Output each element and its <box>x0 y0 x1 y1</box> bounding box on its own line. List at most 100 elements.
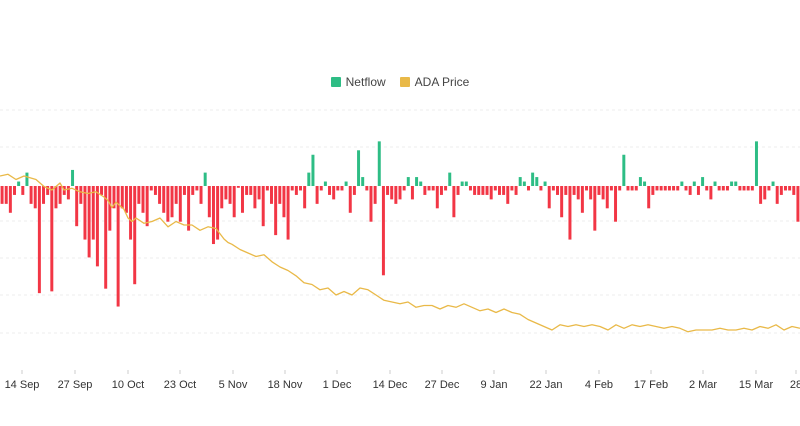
netflow-bar <box>323 181 327 186</box>
netflow-bar <box>497 186 501 195</box>
netflow-bar <box>357 150 361 186</box>
netflow-bar <box>91 186 95 240</box>
netflow-bar <box>195 186 199 191</box>
x-tick-label: 14 Dec <box>373 379 408 391</box>
netflow-bar <box>386 186 390 195</box>
netflow-bar <box>228 186 232 204</box>
netflow-bar <box>344 181 348 186</box>
netflow-bar <box>609 186 613 191</box>
netflow-bar <box>137 186 141 204</box>
netflow-bar <box>692 181 696 186</box>
netflow-bar <box>481 186 485 195</box>
netflow-bar <box>25 172 29 186</box>
netflow-bar <box>129 186 133 240</box>
legend-item-netflow[interactable]: Netflow <box>330 75 386 89</box>
netflow-bar <box>149 186 153 191</box>
netflow-bar <box>763 186 767 200</box>
netflow-bar <box>701 177 705 186</box>
netflow-bar <box>510 186 514 191</box>
netflow-bar <box>373 186 377 204</box>
netflow-bar <box>319 186 323 191</box>
netflow-bar <box>153 186 157 195</box>
netflow-bar <box>456 186 460 195</box>
netflow-bar <box>58 186 62 204</box>
netflow-bar <box>220 186 224 209</box>
netflow-bar <box>83 186 87 240</box>
netflow-bar <box>502 186 506 195</box>
netflow-bar <box>518 177 522 186</box>
netflow-bar <box>54 186 58 209</box>
netflow-bar <box>713 181 717 186</box>
netflow-bar <box>236 186 240 188</box>
netflow-bar <box>439 186 443 195</box>
netflow-bar <box>100 186 104 195</box>
netflow-bar <box>257 186 261 200</box>
netflow-bar <box>473 186 477 195</box>
netflow-bar <box>717 186 721 191</box>
netflow-bar <box>792 186 796 195</box>
netflow-bar <box>742 186 746 191</box>
x-tick-label: 5 Nov <box>219 379 248 391</box>
netflow-bar <box>452 186 456 218</box>
netflow-bar <box>211 186 215 245</box>
netflow-bar <box>630 186 634 191</box>
netflow-bar <box>87 186 91 258</box>
netflow-bar <box>585 186 589 191</box>
netflow-bar <box>730 181 734 186</box>
netflow-bar <box>593 186 597 231</box>
netflow-bar <box>419 181 423 186</box>
legend-item-ada-price[interactable]: ADA Price <box>399 75 470 89</box>
netflow-bar <box>365 186 369 191</box>
netflow-bar <box>336 186 340 191</box>
netflow-bar <box>651 186 655 195</box>
netflow-bar <box>406 177 410 186</box>
netflow-bar <box>4 186 8 204</box>
netflow-bar <box>50 186 54 292</box>
netflow-bar <box>725 186 729 191</box>
netflow-bar <box>543 181 547 186</box>
netflow-bar <box>187 186 191 231</box>
netflow-bar <box>589 186 593 200</box>
netflow-bar <box>448 172 452 186</box>
netflow-bar <box>688 186 692 195</box>
x-tick-label: 27 Sep <box>58 379 93 391</box>
netflow-bar <box>265 186 269 191</box>
netflow-bar <box>261 186 265 227</box>
netflow-bar <box>348 186 352 213</box>
netflow-bar <box>705 186 709 191</box>
netflow-bar <box>634 186 638 191</box>
netflow-bar <box>37 186 41 294</box>
netflow-bar <box>282 186 286 218</box>
netflow-bar <box>182 186 186 195</box>
netflow-bar <box>431 186 435 191</box>
netflow-bar <box>672 186 676 191</box>
legend-label-ada-price: ADA Price <box>414 75 470 89</box>
netflow-bar <box>332 186 336 200</box>
netflow-bar <box>166 186 170 222</box>
netflow-bar <box>605 186 609 209</box>
netflow-bar <box>29 186 33 204</box>
netflow-bar <box>659 186 663 191</box>
netflow-bar <box>614 186 618 222</box>
netflow-bar <box>104 186 108 289</box>
netflow-bar <box>560 186 564 218</box>
netflow-bar <box>767 186 771 191</box>
netflow-bar <box>738 186 742 191</box>
netflow-bar <box>535 177 539 186</box>
netflow-bar <box>601 186 605 200</box>
netflow-bar <box>564 186 568 195</box>
netflow-bar <box>381 186 385 276</box>
netflow-bar <box>647 186 651 209</box>
netflow-bar <box>340 186 344 191</box>
x-tick-label: 2 Mar <box>689 379 717 391</box>
netflow-bar <box>203 172 207 186</box>
netflow-swatch <box>330 77 341 87</box>
netflow-bar <box>299 186 303 191</box>
netflow-bar <box>8 186 12 213</box>
netflow-bar <box>576 186 580 200</box>
netflow-bar <box>547 186 551 209</box>
netflow-bar <box>71 169 75 186</box>
x-tick-label: 28 <box>790 379 800 391</box>
netflow-bar <box>170 186 174 218</box>
